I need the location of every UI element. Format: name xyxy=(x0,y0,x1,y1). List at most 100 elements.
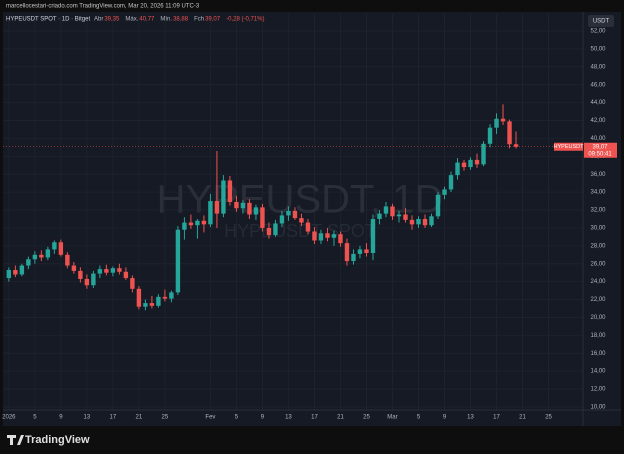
candle-body xyxy=(442,189,447,195)
candle-body xyxy=(32,254,38,260)
candle-body xyxy=(370,218,376,253)
candle-body xyxy=(227,180,233,202)
x-tick-label: 9 xyxy=(261,415,265,421)
candle-body xyxy=(364,249,369,253)
x-tick-label: 25 xyxy=(545,415,552,421)
candle-body xyxy=(383,206,389,214)
candle-body xyxy=(260,207,265,228)
candle-body xyxy=(214,201,220,214)
candle-body xyxy=(175,229,181,293)
candle-body xyxy=(344,243,350,262)
y-tick-label: 32,00 xyxy=(590,208,606,214)
legend-value: 39,35 xyxy=(104,17,120,23)
candle-body xyxy=(188,222,194,226)
candle-body xyxy=(487,127,493,144)
candle-body xyxy=(104,269,109,273)
x-tick-label: 21 xyxy=(337,415,344,421)
currency-button[interactable] xyxy=(588,15,614,27)
price-tag xyxy=(584,142,617,158)
candle-body xyxy=(201,220,207,225)
candle-body xyxy=(247,202,252,215)
candle-body xyxy=(91,273,96,286)
candle-body xyxy=(45,249,51,258)
legend-value: 40,77 xyxy=(139,17,155,23)
candle-body xyxy=(292,210,298,219)
candle-body xyxy=(156,296,161,306)
candle-body xyxy=(416,218,421,225)
candle-body xyxy=(123,271,129,279)
candle-body xyxy=(52,242,57,250)
candle-body xyxy=(403,214,408,220)
candle-body xyxy=(195,220,200,226)
candle-body xyxy=(325,233,330,238)
x-tick-label: Mar xyxy=(387,415,397,421)
candle-body xyxy=(377,213,382,219)
candle-body xyxy=(136,288,142,307)
symbol: HYPEUSDT SPOT · 1D · Bitget xyxy=(6,17,90,23)
y-tick-label: 14,00 xyxy=(590,369,606,375)
candle-body xyxy=(273,223,278,236)
x-tick-label: 17 xyxy=(110,415,117,421)
y-tick-label: 20,00 xyxy=(590,315,606,321)
candle-body xyxy=(143,303,148,307)
candle-body xyxy=(429,216,434,226)
candle-body xyxy=(468,159,473,168)
currency[interactable]: USDT xyxy=(593,19,610,25)
legend-value: 38,88 xyxy=(173,17,189,23)
attribution: marcellocestari-criado.com TradingView.c… xyxy=(6,4,200,10)
candle-body xyxy=(357,249,363,254)
watermark-sub: HYPEUSDT SPOT xyxy=(224,221,376,241)
candle-body xyxy=(234,201,239,209)
y-tick-label: 10,00 xyxy=(590,405,606,411)
symbol-tag-label: HYPEUSDT xyxy=(554,144,585,150)
x-tick-label: 2026 xyxy=(2,415,16,421)
y-tick-label: 50,00 xyxy=(590,46,606,52)
candle-body xyxy=(162,296,168,299)
y-tick-label: 18,00 xyxy=(590,333,606,339)
x-tick-label: 21 xyxy=(136,415,143,421)
legend-value: 39,07 xyxy=(205,17,221,23)
candle-body xyxy=(435,194,441,217)
candle-body xyxy=(279,215,285,224)
y-tick-label: 46,00 xyxy=(590,82,606,88)
candle-body xyxy=(19,265,25,275)
x-tick-label: 9 xyxy=(59,415,63,421)
candle-body xyxy=(169,292,174,299)
candle-body xyxy=(39,254,44,258)
y-tick-label: 52,00 xyxy=(590,29,606,35)
candle-body xyxy=(58,242,64,255)
candle-body xyxy=(71,265,77,271)
legend-change: -0,28 (-0,71%) xyxy=(226,17,264,23)
y-tick-label: 24,00 xyxy=(590,279,606,285)
x-tick-label: Fev xyxy=(205,415,215,421)
footer-bar xyxy=(0,428,624,454)
candle-body xyxy=(110,268,116,273)
candle-body xyxy=(97,269,103,274)
candle-body xyxy=(253,207,259,215)
candle-body xyxy=(448,175,454,190)
candle-body xyxy=(390,206,395,217)
candle-body xyxy=(455,162,460,176)
candle-body xyxy=(331,234,337,238)
candle-body xyxy=(500,118,506,122)
y-tick-label: 22,00 xyxy=(590,297,606,303)
y-tick-label: 34,00 xyxy=(590,190,606,196)
x-tick-label: 25 xyxy=(363,415,370,421)
price-tag-countdown: 09:50:41 xyxy=(588,151,612,157)
x-tick-label: 21 xyxy=(519,415,526,421)
candle-body xyxy=(266,227,272,236)
candle-body xyxy=(396,214,402,217)
candle-body xyxy=(338,234,343,244)
x-tick-label: 13 xyxy=(467,415,474,421)
brand: TradingView xyxy=(25,434,90,446)
candle-body xyxy=(240,202,246,209)
candle-body xyxy=(409,219,415,225)
candle-body xyxy=(507,121,512,145)
y-tick-label: 42,00 xyxy=(590,118,606,124)
candle-body xyxy=(286,210,291,216)
candle-body xyxy=(318,233,324,241)
y-tick-label: 40,00 xyxy=(590,136,606,142)
candle-body xyxy=(481,143,486,165)
legend-label: Fch xyxy=(194,17,204,23)
